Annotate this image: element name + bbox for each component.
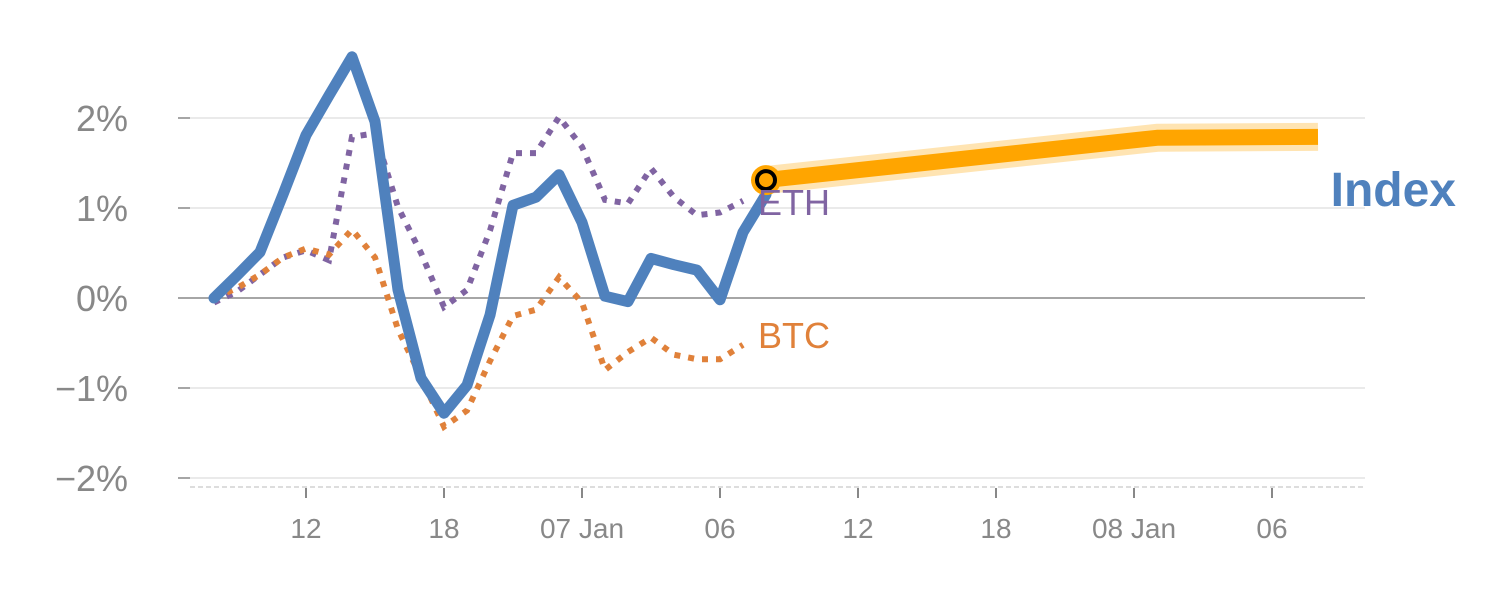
btc-label: BTC (758, 315, 830, 356)
x-tick-label: 07 Jan (540, 513, 624, 544)
y-tick-label: 1% (76, 188, 128, 229)
x-axis: 12 18 07 Jan 06 12 18 08 Jan 06 (190, 486, 1365, 544)
x-tick-label: 08 Jan (1092, 513, 1176, 544)
series-line-eth (212, 111, 745, 312)
current-point-ring (755, 169, 777, 192)
index-label: Index (1331, 164, 1457, 217)
x-tick-label: 12 (842, 513, 873, 544)
series-labels: ETH BTC Index (758, 164, 1456, 356)
y-tick-label: −2% (55, 458, 128, 499)
x-tick-label: 12 (290, 513, 321, 544)
forecast-line (765, 128, 1319, 189)
y-tick-label: 0% (76, 278, 128, 319)
x-tick-label: 06 (1256, 513, 1287, 544)
y-tick-label: −1% (55, 368, 128, 409)
eth-label: ETH (758, 182, 830, 223)
series-line-btc (212, 225, 745, 432)
x-tick-label: 18 (980, 513, 1011, 544)
x-tick-label: 18 (428, 513, 459, 544)
series-line-index (208, 51, 772, 419)
x-tick-label: 06 (704, 513, 735, 544)
series-lines (208, 51, 1319, 432)
y-tick-label: 2% (76, 98, 128, 139)
y-axis: 2% 1% 0% −1% −2% (55, 98, 190, 499)
